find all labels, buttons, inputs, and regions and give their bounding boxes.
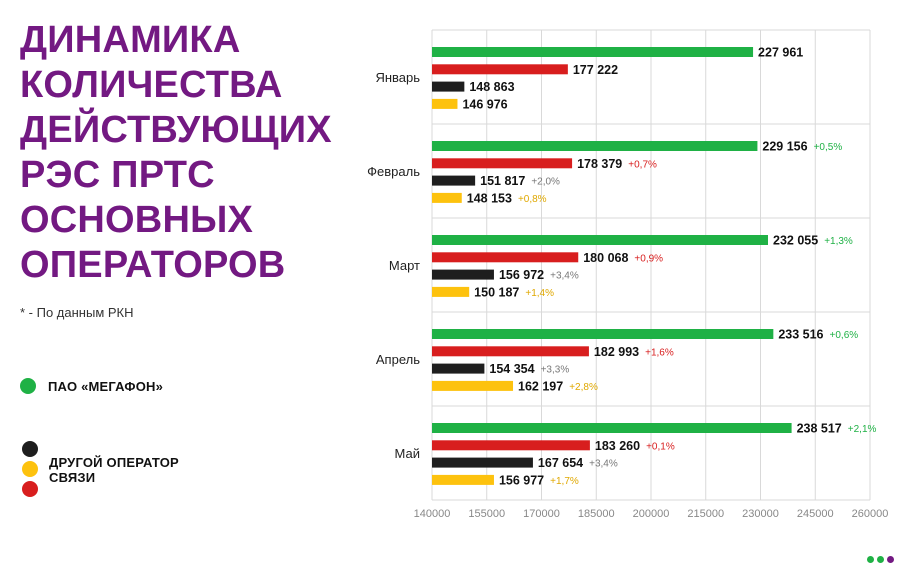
black-dot-icon — [22, 441, 38, 457]
legend-item-other-operator: ДРУГОЙ ОПЕРАТОР СВЯЗИ — [49, 455, 179, 485]
data-label: 167 654 — [538, 456, 583, 470]
x-tick-label: 185000 — [578, 508, 615, 520]
data-label: 177 222 — [573, 63, 618, 77]
change-label: +1,3% — [824, 236, 853, 247]
title-line: ДИНАМИКА — [20, 19, 241, 61]
category-label: Май — [395, 446, 420, 461]
bar-green — [432, 141, 758, 151]
legend-label-other-line2: СВЯЗИ — [49, 470, 96, 485]
x-tick-label: 155000 — [468, 508, 505, 520]
title-line: РЭС ПРТС — [20, 154, 215, 196]
bar-red — [432, 64, 568, 75]
change-label: +0,7% — [628, 159, 657, 170]
data-label: 154 354 — [489, 362, 534, 376]
change-label: +0,6% — [830, 330, 859, 341]
brand-dot-icon — [867, 556, 874, 563]
x-tick-label: 260000 — [852, 508, 889, 520]
legend-item-megafon: ПАО «МЕГАФОН» — [20, 378, 163, 394]
bar-red — [432, 158, 573, 169]
yellow-dot-icon — [22, 461, 38, 477]
brand-dot-icon — [877, 556, 884, 563]
data-label: 146 976 — [462, 97, 507, 111]
data-label: 162 197 — [518, 379, 563, 393]
bar-black — [432, 457, 533, 468]
change-label: +3,3% — [541, 365, 570, 376]
bar-black — [432, 269, 494, 280]
data-label: 156 977 — [499, 473, 544, 487]
bar-red — [432, 252, 579, 263]
change-label: +0,5% — [814, 142, 843, 153]
bar-black — [432, 81, 465, 92]
data-label: 232 055 — [773, 234, 818, 248]
change-label: +1,4% — [525, 288, 554, 299]
title-line: ОСНОВНЫХ — [20, 199, 254, 241]
brand-dots — [867, 556, 894, 563]
bar-yellow — [432, 192, 462, 203]
x-tick-label: 200000 — [633, 508, 670, 520]
category-label: Март — [389, 258, 420, 273]
category-label: Январь — [375, 70, 420, 85]
bar-black — [432, 363, 485, 374]
bar-yellow — [432, 286, 470, 297]
change-label: +2,8% — [569, 382, 598, 393]
x-tick-label: 245000 — [797, 508, 834, 520]
data-label: 148 153 — [467, 191, 512, 205]
bar-red — [432, 440, 590, 451]
bar-yellow — [432, 98, 458, 109]
bar-yellow — [432, 474, 494, 485]
legend-label-megafon: ПАО «МЕГАФОН» — [48, 378, 164, 394]
bar-green — [432, 47, 754, 57]
data-label: 148 863 — [469, 80, 514, 94]
change-label: +3,4% — [589, 459, 618, 470]
page-title: ДИНАМИКА КОЛИЧЕСТВА ДЕЙСТВУЮЩИХ РЭС ПРТС… — [20, 18, 350, 288]
data-label: 233 516 — [778, 328, 823, 342]
change-label: +0,8% — [518, 194, 547, 205]
bar-black — [432, 175, 476, 186]
bar-green — [432, 423, 792, 433]
data-label: 182 993 — [594, 345, 639, 359]
data-label: 238 517 — [797, 422, 842, 436]
change-label: +0,1% — [646, 441, 675, 452]
brand-dot-icon — [887, 556, 894, 563]
green-dot-icon — [20, 378, 36, 394]
bar-green — [432, 235, 769, 245]
change-label: +1,7% — [550, 476, 579, 487]
bar-green — [432, 329, 774, 339]
data-label: 150 187 — [474, 285, 519, 299]
data-label: 156 972 — [499, 268, 544, 282]
red-dot-icon — [22, 481, 38, 497]
footnote: * - По данным РКН — [20, 305, 134, 320]
x-tick-label: 215000 — [687, 508, 724, 520]
x-tick-label: 230000 — [742, 508, 779, 520]
title-line: ДЕЙСТВУЮЩИХ — [20, 109, 332, 151]
category-label: Февраль — [367, 164, 420, 179]
x-tick-label: 170000 — [523, 508, 560, 520]
bar-red — [432, 346, 589, 357]
change-label: +1,6% — [645, 347, 674, 358]
legend-label-other-line1: ДРУГОЙ ОПЕРАТОР — [49, 455, 179, 470]
title-line: КОЛИЧЕСТВА — [20, 64, 283, 106]
change-label: +3,4% — [550, 271, 579, 282]
bar-yellow — [432, 380, 514, 391]
data-label: 151 817 — [480, 174, 525, 188]
data-label: 178 379 — [577, 157, 622, 171]
category-label: Апрель — [376, 352, 420, 367]
title-line: ОПЕРАТОРОВ — [20, 244, 286, 286]
x-tick-label: 140000 — [414, 508, 451, 520]
change-label: +0,9% — [634, 253, 663, 264]
change-label: +2,1% — [848, 424, 877, 435]
change-label: +2,0% — [531, 177, 560, 188]
data-label: 183 260 — [595, 439, 640, 453]
data-label: 180 068 — [583, 251, 628, 265]
data-label: 229 156 — [762, 140, 807, 154]
data-label: 227 961 — [758, 46, 803, 60]
